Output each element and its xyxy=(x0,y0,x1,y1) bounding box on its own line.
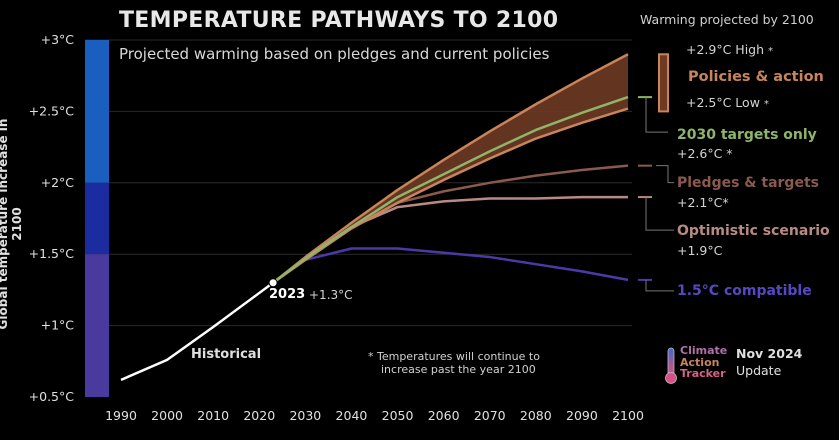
x-tick-label: 2080 xyxy=(520,408,552,423)
label-pledges-targets: Pledges & targets xyxy=(677,175,819,191)
logo-line-2: Action xyxy=(680,355,720,369)
y-tick-label: +1°C xyxy=(41,318,75,333)
x-tick-label: 1990 xyxy=(105,408,137,423)
value-2030-targets: +2.6°C * xyxy=(677,146,733,161)
x-tick-label: 2010 xyxy=(197,408,229,423)
optimistic-connector xyxy=(645,197,674,231)
y-tick-label: +3°C xyxy=(41,32,75,47)
x-tick-label: 2090 xyxy=(566,408,598,423)
logo-line-1: Climate xyxy=(680,344,728,357)
policies-range-band xyxy=(273,54,628,283)
bar-segment-mid xyxy=(85,182,109,255)
historical-line xyxy=(120,281,274,382)
annotation-2023-value: +1.3°C xyxy=(309,288,353,302)
policies-range-marker xyxy=(658,53,669,113)
label-2030-targets: 2030 targets only xyxy=(677,127,817,143)
annotation-historical: Historical xyxy=(191,347,262,362)
update-label: Update xyxy=(736,363,782,378)
targets-2030-line xyxy=(272,95,629,284)
bar-segment-low xyxy=(85,254,109,397)
x-tick-label: 2020 xyxy=(243,408,275,423)
legend-header: Warming projected by 2100 xyxy=(640,12,814,27)
point-2023 xyxy=(268,278,278,288)
value-optimistic: +1.9°C xyxy=(677,243,723,258)
series-lines xyxy=(120,53,629,382)
policies-low-line xyxy=(272,107,629,284)
x-tick-label: 2040 xyxy=(336,408,368,423)
label-policies-low: +2.5°C Low * xyxy=(686,95,769,110)
y-axis-label: Global temperature increase in 2100 xyxy=(0,118,24,330)
compatible-line xyxy=(272,247,629,284)
label-optimistic: Optimistic scenario xyxy=(677,223,830,239)
thermometer-logo-icon xyxy=(665,347,677,384)
grid-lines xyxy=(85,39,632,327)
policies-high-line xyxy=(272,53,629,284)
x-tick-label: 2050 xyxy=(382,408,414,423)
legend-markers xyxy=(638,53,674,292)
label-1-5-compatible: 1.5°C compatible xyxy=(677,283,812,299)
x-tick-label: 2030 xyxy=(289,408,321,423)
logo-line-3: Tracker xyxy=(680,367,726,380)
x-tick-label: 2000 xyxy=(151,408,183,423)
compatible-connector xyxy=(645,279,674,292)
temperature-color-bar xyxy=(85,40,109,397)
targets-2030-connector xyxy=(645,97,668,133)
footnote: * Temperatures will continue to increase… xyxy=(368,350,540,376)
x-axis-ticks: 1990 2000 2010 2020 2030 2040 2050 2060 2070 2080… xyxy=(105,408,644,423)
x-tick-label: 2070 xyxy=(474,408,506,423)
label-policies-high: +2.9°C High * xyxy=(686,42,774,57)
value-pledges-targets: +2.1°C* xyxy=(677,195,729,210)
annotation-2023: 2023 xyxy=(269,287,306,302)
pledges-connector xyxy=(656,165,674,184)
x-tick-label: 2060 xyxy=(428,408,460,423)
footnote-line-1: * Temperatures will continue to xyxy=(368,350,540,363)
y-tick-label: +1.5°C xyxy=(29,246,75,261)
y-tick-label: +2°C xyxy=(41,175,75,190)
y-axis-ticks: +0.5°C +1°C +1.5°C +2°C +2.5°C +3°C xyxy=(29,32,75,404)
label-policies-action: Policies & action xyxy=(688,69,824,85)
logo-text: Climate Action Tracker xyxy=(680,345,727,380)
y-tick-label: +0.5°C xyxy=(29,389,75,404)
bar-segment-high xyxy=(85,40,109,183)
update-date: Nov 2024 xyxy=(736,346,803,361)
footnote-line-2: increase past the year 2100 xyxy=(381,363,536,376)
update-info: Nov 2024 Update xyxy=(736,345,802,379)
chart-title: TEMPERATURE PATHWAYS TO 2100 xyxy=(119,8,559,33)
x-tick-label: 2100 xyxy=(612,408,644,423)
y-tick-label: +2.5°C xyxy=(29,103,75,118)
chart-subtitle: Projected warming based on pledges and c… xyxy=(119,45,550,63)
